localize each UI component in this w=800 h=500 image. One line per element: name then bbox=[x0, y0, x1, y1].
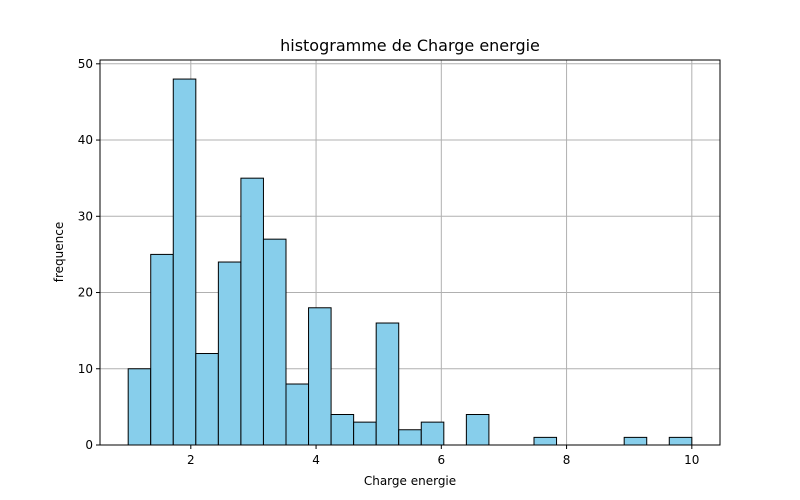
x-tick-label: 8 bbox=[563, 453, 571, 467]
histogram-bar bbox=[465, 414, 490, 446]
histogram-bar bbox=[353, 421, 377, 446]
histogram-bar bbox=[398, 429, 422, 446]
axis-ticks: 2 4 6 8 10 0 10 20 30 40 50 bbox=[78, 57, 700, 467]
x-axis-label: Charge energie bbox=[364, 474, 456, 488]
y-tick-label: 0 bbox=[85, 438, 93, 452]
y-axis-label: frequence bbox=[52, 222, 66, 282]
histogram-bar bbox=[285, 383, 310, 446]
y-tick-label: 20 bbox=[78, 286, 93, 300]
x-tick-label: 4 bbox=[312, 453, 320, 467]
histogram-bar bbox=[195, 353, 219, 446]
plot-frame bbox=[99, 59, 721, 446]
histogram-bar bbox=[150, 253, 174, 446]
histogram-bar bbox=[127, 368, 152, 446]
histogram-bar bbox=[420, 421, 445, 446]
histogram-bar bbox=[262, 238, 287, 446]
histogram-bar bbox=[240, 177, 264, 446]
histogram-bar bbox=[375, 322, 400, 446]
x-tick-label: 2 bbox=[187, 453, 195, 467]
chart-title: histogramme de Charge energie bbox=[280, 36, 540, 55]
histogram-bar bbox=[668, 436, 693, 446]
histogram-bar bbox=[533, 436, 558, 446]
y-tick-label: 40 bbox=[78, 133, 93, 147]
histogram-bar bbox=[623, 436, 648, 446]
y-tick-label: 50 bbox=[78, 57, 93, 71]
x-tick-label: 10 bbox=[684, 453, 699, 467]
y-tick-label: 30 bbox=[78, 209, 93, 223]
histogram-bar bbox=[308, 307, 332, 446]
x-tick-label: 6 bbox=[437, 453, 445, 467]
y-tick-label: 10 bbox=[78, 362, 93, 376]
histogram-bar bbox=[217, 261, 242, 446]
histogram-bar bbox=[172, 78, 197, 446]
histogram-bar bbox=[330, 414, 355, 446]
